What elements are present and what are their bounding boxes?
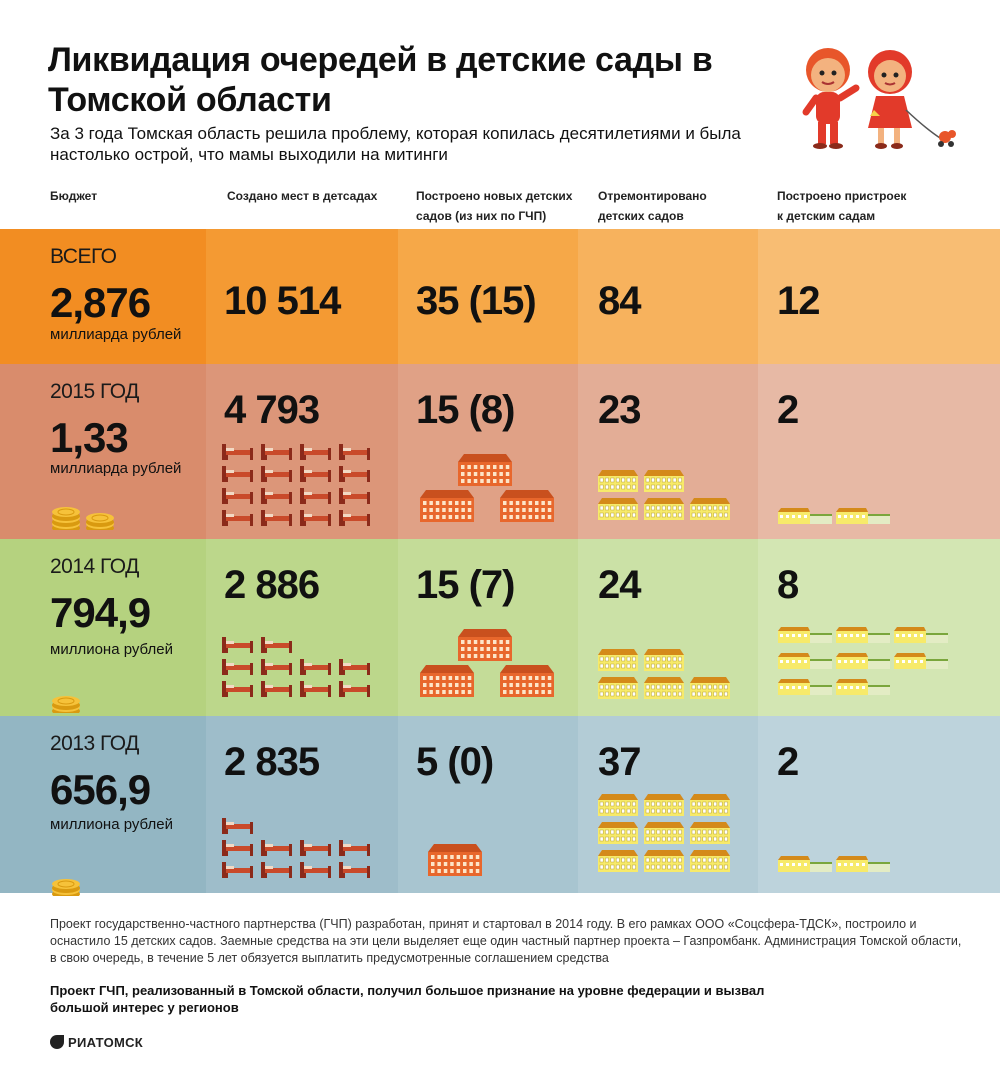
beds-icon [220,635,380,705]
annex-value: 8 [777,563,799,607]
budget-unit: миллиарда рублей [50,326,182,343]
header-annex-line1: Построено пристроек [777,189,907,203]
coins-icon [50,484,130,530]
children-illustration [802,48,956,149]
repaired-building-icon [596,647,776,707]
cell-bg [0,364,206,539]
annex-value: 2 [777,740,799,784]
header-budget: Бюджет [50,189,98,203]
built-value: 5 (0) [416,740,494,784]
row-year-label: 2013 ГОД [50,732,139,755]
repaired-value: 37 [598,740,641,784]
footnote-bold: Проект ГЧП, реализованный в Томской обла… [50,983,765,1015]
cell-bg [0,716,206,893]
kindergarten-icon [418,627,578,707]
budget-value: 1,33 [50,414,129,461]
annex-building-icon [776,625,956,707]
cell-bg [0,229,206,364]
cell-bg [398,229,578,364]
header-built-line2: садов (из них по ГЧП) [416,209,547,223]
row-year-label: 2014 ГОД [50,555,139,578]
header-annex: Построено пристроек к детским садам [777,186,906,226]
header-repaired: Отремонтировано детских садов [598,186,707,226]
beds-icon [220,442,380,534]
row-total: ВСЕГО 2,876 миллиарда рублей 10 514 35 (… [0,229,1000,364]
annex-building-icon [776,854,956,884]
budget-value: 2,876 [50,279,151,326]
repaired-building-icon [596,792,776,880]
places-value: 10 514 [224,279,341,323]
budget-value: 656,9 [50,766,151,813]
header-repaired-line2: детских садов [598,209,684,223]
coins-icon [50,850,130,896]
built-value: 35 (15) [416,279,537,323]
row-2015: 2015 ГОД 1,33 миллиарда рублей 4 793 15 … [0,364,1000,539]
places-value: 2 886 [224,563,320,607]
cell-bg [578,229,758,364]
places-value: 2 835 [224,740,320,784]
cell-bg [0,539,206,716]
header-annex-line2: к детским садам [777,209,876,223]
budget-unit: миллиона рублей [50,641,173,658]
cell-bg [206,229,398,364]
annex-value: 12 [777,279,820,323]
beds-icon [220,816,380,886]
budget-unit: миллиарда рублей [50,460,182,477]
places-value: 4 793 [224,388,320,432]
header-built: Построено новых детских садов (из них по… [416,186,572,226]
logo-text: РИАТОМСК [68,1035,144,1050]
cell-bg [758,229,1000,364]
annex-building-icon [776,506,956,536]
row-2014: 2014 ГОД 794,9 миллиона рублей 2 886 15 … [0,539,1000,716]
footnote: Проект государственно-частного партнерст… [50,917,962,965]
repaired-building-icon [596,468,776,528]
row-2013: 2013 ГОД 656,9 миллиона рублей 2 835 5 (… [0,716,1000,896]
ria-tomsk-logo: РИАТОМСК [50,1035,143,1050]
repaired-value: 84 [598,279,641,323]
kindergarten-icon [418,452,578,532]
row-year-label: 2015 ГОД [50,380,139,403]
annex-value: 2 [777,388,799,432]
header-built-line1: Построено новых детских [416,189,573,203]
repaired-value: 24 [598,563,641,607]
repaired-value: 23 [598,388,641,432]
coins-icon [50,667,130,713]
built-value: 15 (7) [416,563,515,607]
page-subtitle: За 3 года Томская область решила проблем… [50,124,741,164]
header-repaired-line1: Отремонтировано [598,189,707,203]
budget-unit: миллиона рублей [50,816,173,833]
kindergarten-icon [426,842,586,922]
logo-mark-icon [50,1035,64,1049]
page-title: Ликвидация очередей в детские сады в Том… [48,41,713,119]
budget-value: 794,9 [50,589,151,636]
row-year-label: ВСЕГО [50,245,117,268]
built-value: 15 (8) [416,388,515,432]
header-places: Создано мест в детсадах [227,189,378,203]
